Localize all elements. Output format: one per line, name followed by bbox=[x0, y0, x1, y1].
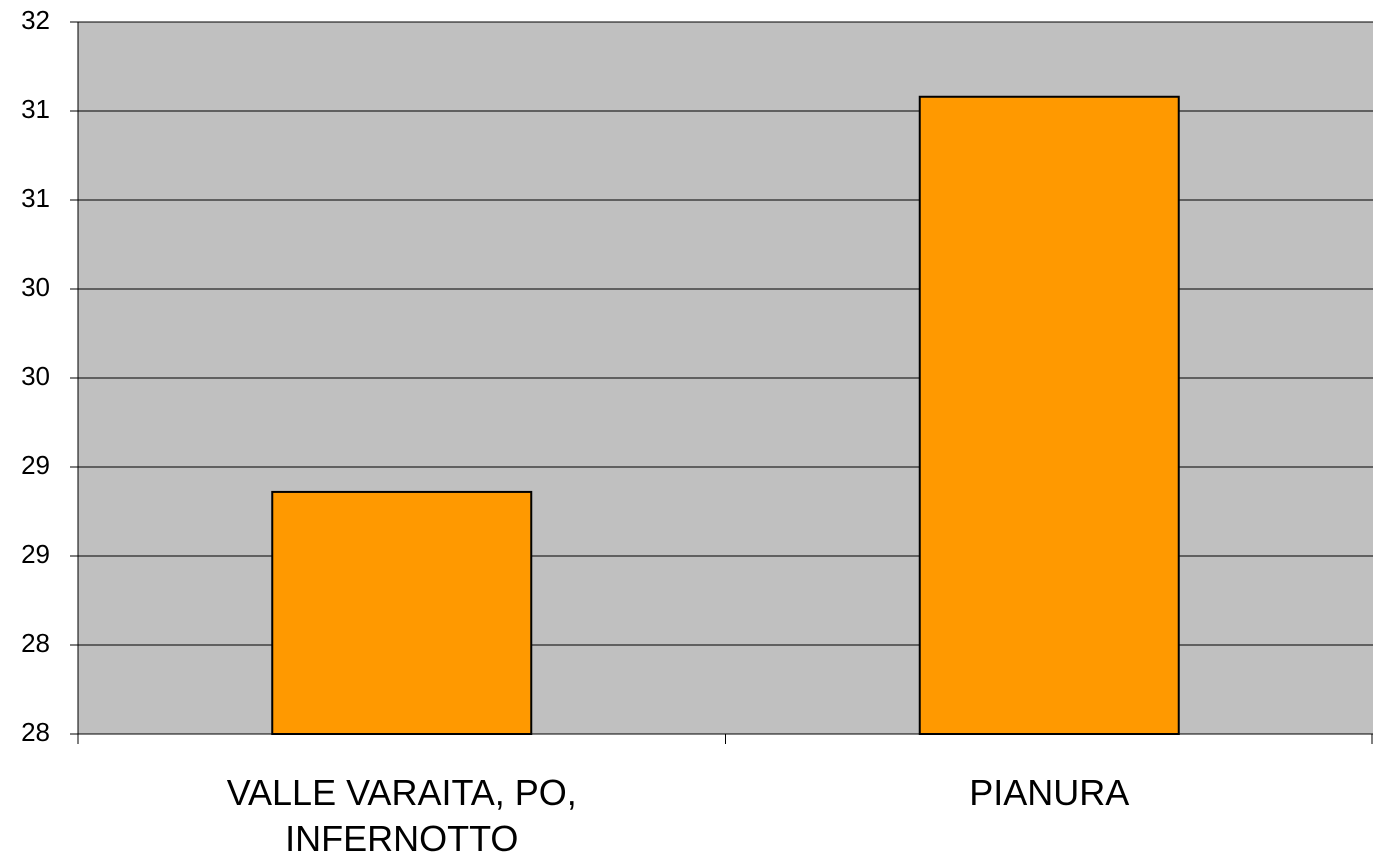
y-tick-label: 31 bbox=[21, 94, 50, 124]
x-tick-label: VALLE VARAITA, PO, INFERNOTTO bbox=[226, 772, 577, 859]
y-tick-label: 28 bbox=[21, 628, 50, 658]
bar bbox=[271, 490, 533, 736]
y-tick-label: 31 bbox=[21, 183, 50, 213]
y-tick-label: 30 bbox=[21, 361, 50, 391]
bar bbox=[918, 95, 1180, 735]
y-tick-label: 29 bbox=[21, 450, 50, 480]
y-tick-label: 28 bbox=[21, 717, 50, 747]
y-tick-label: 32 bbox=[21, 5, 50, 35]
y-tick-label: 29 bbox=[21, 539, 50, 569]
x-tick-label: PIANURA bbox=[969, 772, 1130, 813]
y-tick-label: 30 bbox=[21, 272, 50, 302]
